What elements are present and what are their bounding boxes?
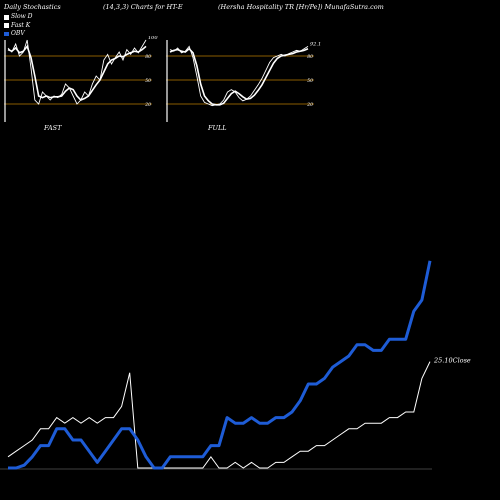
legend-label-fast-k: Fast K: [11, 21, 31, 29]
full-stochastic-panel: 20 50 80 92.1: [166, 36, 322, 122]
legend-item-slow-d: Slow D: [4, 13, 33, 22]
full-level-label-80: 80: [307, 54, 313, 60]
full-level-label-20: 20: [306, 102, 313, 108]
legend-label-slow-d: Slow D: [11, 13, 33, 20]
chart-params-label: (14,3,3) Charts for HT-E: [103, 3, 183, 11]
legend-swatch-fast-k: [4, 23, 9, 29]
fast-panel-label: FAST: [44, 124, 62, 132]
legend-item-obv: OBV: [4, 30, 33, 39]
legend-swatch-slow-d: [4, 14, 9, 20]
full-end-value: 92.1: [310, 41, 321, 47]
fast-end-value: 100: [148, 36, 158, 41]
fast-series-slow-d: [7, 44, 147, 101]
close-value-label: 25.10Close: [433, 357, 471, 365]
full-series-slow-d: [169, 47, 309, 106]
fast-level-label-80: 80: [145, 54, 151, 60]
full-level-label-50: 50: [307, 78, 313, 84]
legend: Slow D Fast K OBV: [4, 13, 33, 39]
obv-line: [8, 260, 432, 470]
company-title: (Hersha Hospitality TR [Hr/Pe]) MunafaSu…: [218, 3, 384, 11]
fast-level-label-50: 50: [145, 78, 151, 84]
legend-item-fast-k: Fast K: [4, 22, 33, 31]
close-price-line: [7, 361, 431, 469]
legend-label-obv: OBV: [11, 30, 25, 37]
legend-swatch-obv: [4, 31, 9, 37]
fast-series-fast-k: [7, 39, 147, 105]
fast-level-label-20: 20: [144, 102, 151, 108]
full-panel-label: FULL: [208, 124, 227, 132]
chart-type-label: Daily Stochastics: [4, 3, 61, 11]
fast-stochastic-panel: 20 50 80 100: [4, 36, 160, 122]
